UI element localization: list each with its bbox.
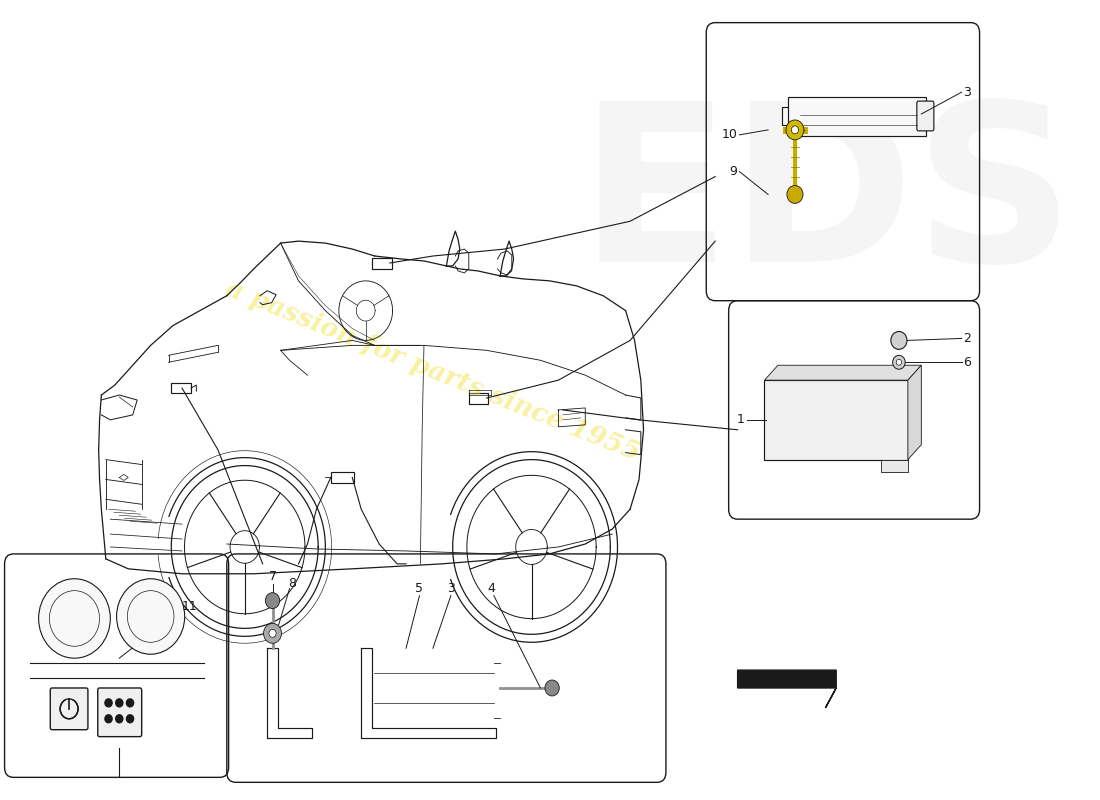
Text: 7: 7 [268,570,276,583]
Text: EDS: EDS [579,94,1076,308]
Circle shape [544,680,559,696]
FancyBboxPatch shape [881,459,907,471]
Text: 11: 11 [182,600,198,613]
Circle shape [786,186,803,203]
Polygon shape [908,366,922,459]
Text: 3: 3 [964,86,971,98]
FancyBboxPatch shape [916,101,934,131]
Text: 5: 5 [416,582,424,595]
FancyBboxPatch shape [469,393,488,404]
Polygon shape [764,366,922,380]
FancyBboxPatch shape [51,688,88,730]
Text: 10: 10 [722,128,738,142]
Circle shape [268,630,276,638]
Text: 2: 2 [964,332,971,345]
Text: 4: 4 [487,582,495,595]
Polygon shape [738,670,836,708]
Text: 6: 6 [964,356,971,369]
Circle shape [265,593,279,609]
Circle shape [39,578,110,658]
Circle shape [116,699,123,707]
Circle shape [104,699,112,707]
Circle shape [126,714,133,722]
Circle shape [117,578,185,654]
FancyBboxPatch shape [331,473,354,483]
FancyBboxPatch shape [782,107,807,125]
FancyBboxPatch shape [788,97,926,136]
Text: 9: 9 [729,165,738,178]
FancyBboxPatch shape [172,383,191,393]
Text: 8: 8 [288,578,296,590]
Circle shape [896,359,902,366]
Circle shape [891,331,908,350]
FancyBboxPatch shape [98,688,142,737]
FancyBboxPatch shape [764,380,908,459]
Circle shape [264,623,282,643]
Circle shape [116,714,123,722]
Circle shape [892,355,905,370]
Text: a passion for parts since 1955: a passion for parts since 1955 [222,275,644,465]
Text: 1: 1 [737,414,745,426]
FancyBboxPatch shape [372,258,392,269]
Circle shape [104,714,112,722]
Circle shape [126,699,133,707]
Text: 3: 3 [447,582,454,595]
Circle shape [791,126,799,134]
Circle shape [786,120,804,140]
